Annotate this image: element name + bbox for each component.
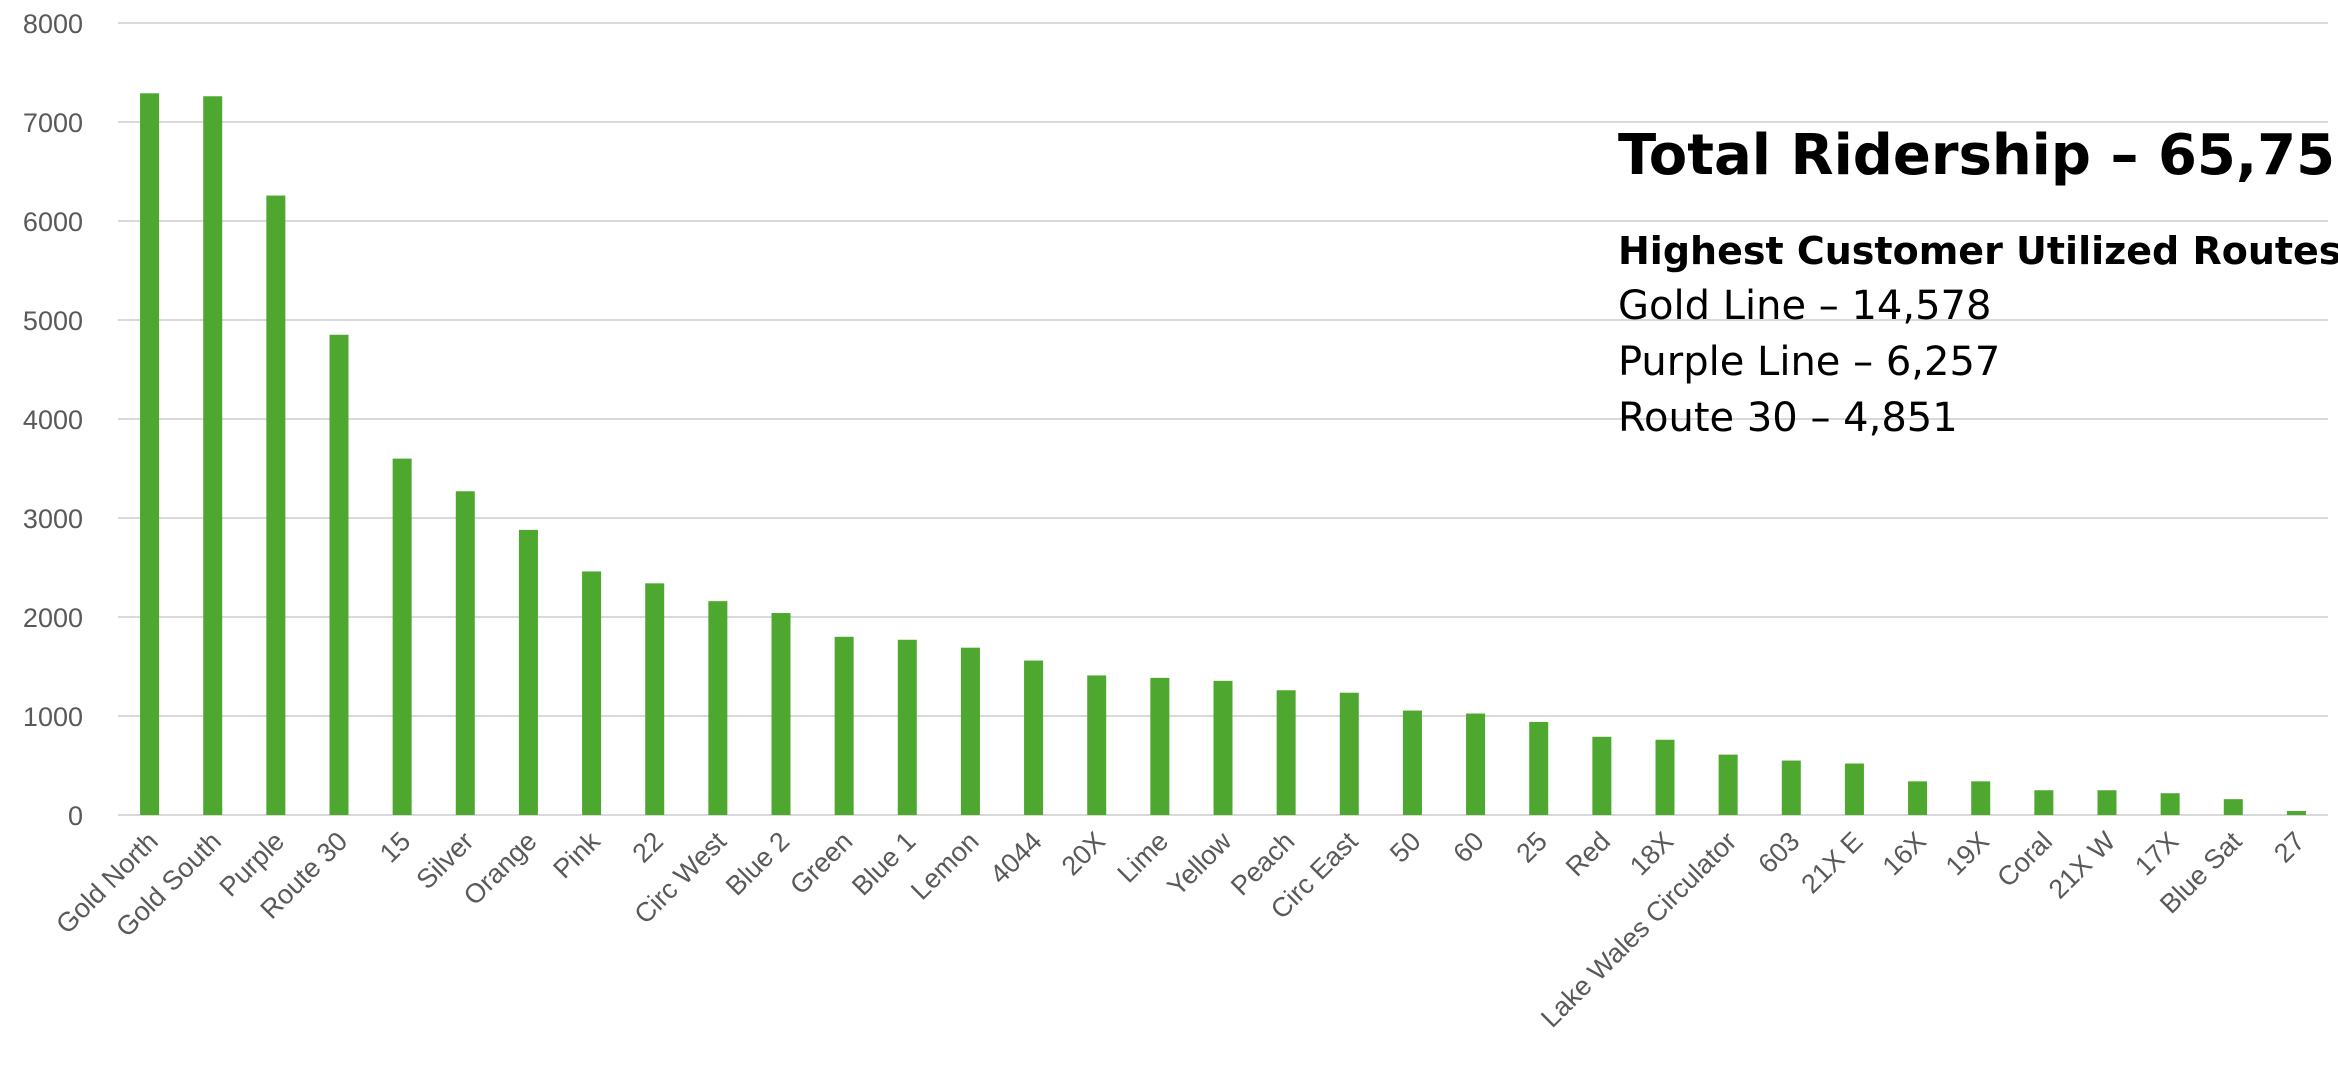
top-route-line: Purple Line – 6,257	[1618, 334, 2338, 390]
bar	[2098, 790, 2117, 815]
top-route-line: Route 30 – 4,851	[1618, 390, 2338, 446]
total-ridership-text: Total Ridership – 65,751	[1618, 118, 2338, 194]
x-tick-label: Lemon	[905, 826, 985, 906]
bar	[330, 335, 349, 815]
bar	[393, 459, 412, 815]
bar	[2287, 811, 2306, 815]
bar	[1214, 681, 1233, 815]
y-tick-label: 1000	[23, 702, 83, 732]
bar	[708, 601, 727, 815]
y-axis-ticks: 0 1000 2000 3000 4000 5000 6000 7000 8000	[23, 9, 83, 831]
bar	[1529, 722, 1548, 815]
bar	[1908, 781, 1927, 815]
x-tick-label: 16X	[1877, 826, 1932, 881]
bar	[2224, 799, 2243, 815]
ridership-annotation: Total Ridership – 65,751 Highest Custome…	[1618, 118, 2338, 446]
top-route-line: Gold Line – 14,578	[1618, 278, 2338, 334]
bar	[1024, 661, 1043, 815]
x-tick-label: 50	[1384, 826, 1426, 868]
bar	[1277, 690, 1296, 815]
bar	[772, 613, 791, 815]
bar	[1845, 764, 1864, 815]
y-tick-label: 6000	[23, 207, 83, 237]
bar	[835, 637, 854, 815]
y-tick-label: 4000	[23, 405, 83, 435]
bar	[519, 530, 538, 815]
x-tick-label: 19X	[1940, 826, 1995, 881]
x-tick-label: 27	[2268, 826, 2310, 868]
x-tick-label: 17X	[2129, 826, 2184, 881]
bar	[1656, 740, 1675, 815]
y-tick-label: 7000	[23, 108, 83, 138]
bar	[1087, 675, 1106, 815]
bar	[1150, 678, 1169, 815]
bar	[456, 491, 475, 815]
bar	[1340, 693, 1359, 815]
x-tick-label: Blue 2	[720, 826, 795, 901]
bar	[266, 196, 285, 815]
x-tick-label: Pink	[547, 826, 606, 885]
x-tick-label: Yellow	[1162, 826, 1238, 902]
bar	[645, 583, 664, 815]
bar	[2161, 793, 2180, 815]
x-tick-label: 60	[1447, 826, 1489, 868]
bar	[140, 93, 159, 815]
bar	[898, 640, 917, 815]
bar	[1971, 781, 1990, 815]
x-tick-label: Red	[1560, 826, 1616, 882]
bar	[961, 648, 980, 815]
x-tick-label: 21X W	[2043, 826, 2122, 905]
y-tick-label: 8000	[23, 9, 83, 39]
bar	[203, 96, 222, 815]
y-tick-label: 5000	[23, 306, 83, 336]
bar	[1719, 755, 1738, 815]
x-tick-label: 22	[626, 826, 668, 868]
y-tick-label: 0	[68, 801, 83, 831]
bar	[582, 571, 601, 815]
x-tick-label: 4044	[984, 826, 1048, 890]
y-tick-label: 2000	[23, 603, 83, 633]
x-tick-label: Green	[784, 826, 858, 900]
bar	[2034, 790, 2053, 815]
bar	[1403, 711, 1422, 815]
x-tick-label: 18X	[1624, 826, 1679, 881]
top-routes-heading: Highest Customer Utilized Routes:	[1618, 224, 2338, 278]
x-tick-label: 15	[374, 826, 416, 868]
bar	[1592, 737, 1611, 815]
x-tick-label: 20X	[1056, 826, 1111, 881]
x-tick-label: 21X E	[1795, 826, 1868, 899]
bar	[1782, 761, 1801, 815]
x-tick-label: 25	[1510, 826, 1552, 868]
bar	[1466, 714, 1485, 815]
x-tick-label: 603	[1752, 826, 1805, 879]
y-tick-label: 3000	[23, 504, 83, 534]
